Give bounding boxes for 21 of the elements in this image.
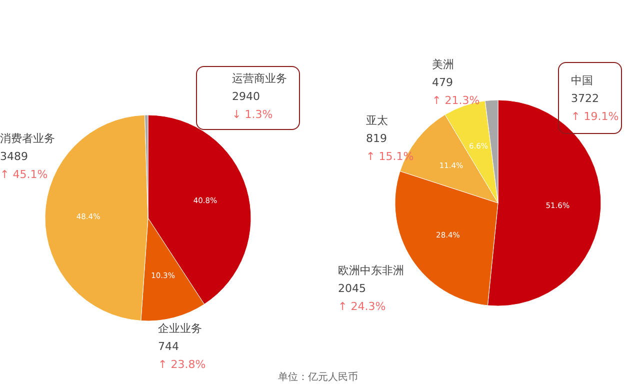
text: 3489	[0, 150, 28, 163]
slice-label: 消费者业务	[0, 131, 55, 147]
text: ↑ 21.3%	[432, 94, 480, 107]
text: ↑ 45.1%	[0, 168, 48, 181]
text: 2940	[232, 90, 260, 103]
slice-label: 企业业务	[158, 321, 203, 337]
text: ↑ 24.3%	[338, 300, 386, 313]
slice-label: 中国	[571, 73, 594, 89]
text: 479	[432, 76, 453, 89]
text: 2045	[338, 282, 366, 295]
text: 819	[366, 132, 387, 145]
text: 单位：亿元人民币	[278, 370, 358, 384]
slice-label: 欧洲中东非洲	[338, 263, 404, 279]
slice-label: 运营商业务	[232, 71, 287, 87]
slice-label: 亚太	[366, 113, 389, 129]
text: ↓ 1.3%	[232, 108, 273, 121]
text: 3722	[571, 92, 599, 105]
text: ↑ 23.8%	[158, 358, 206, 371]
text: ↑ 19.1%	[571, 110, 619, 123]
slice-label: 美洲	[432, 57, 455, 73]
text: 744	[158, 340, 179, 353]
